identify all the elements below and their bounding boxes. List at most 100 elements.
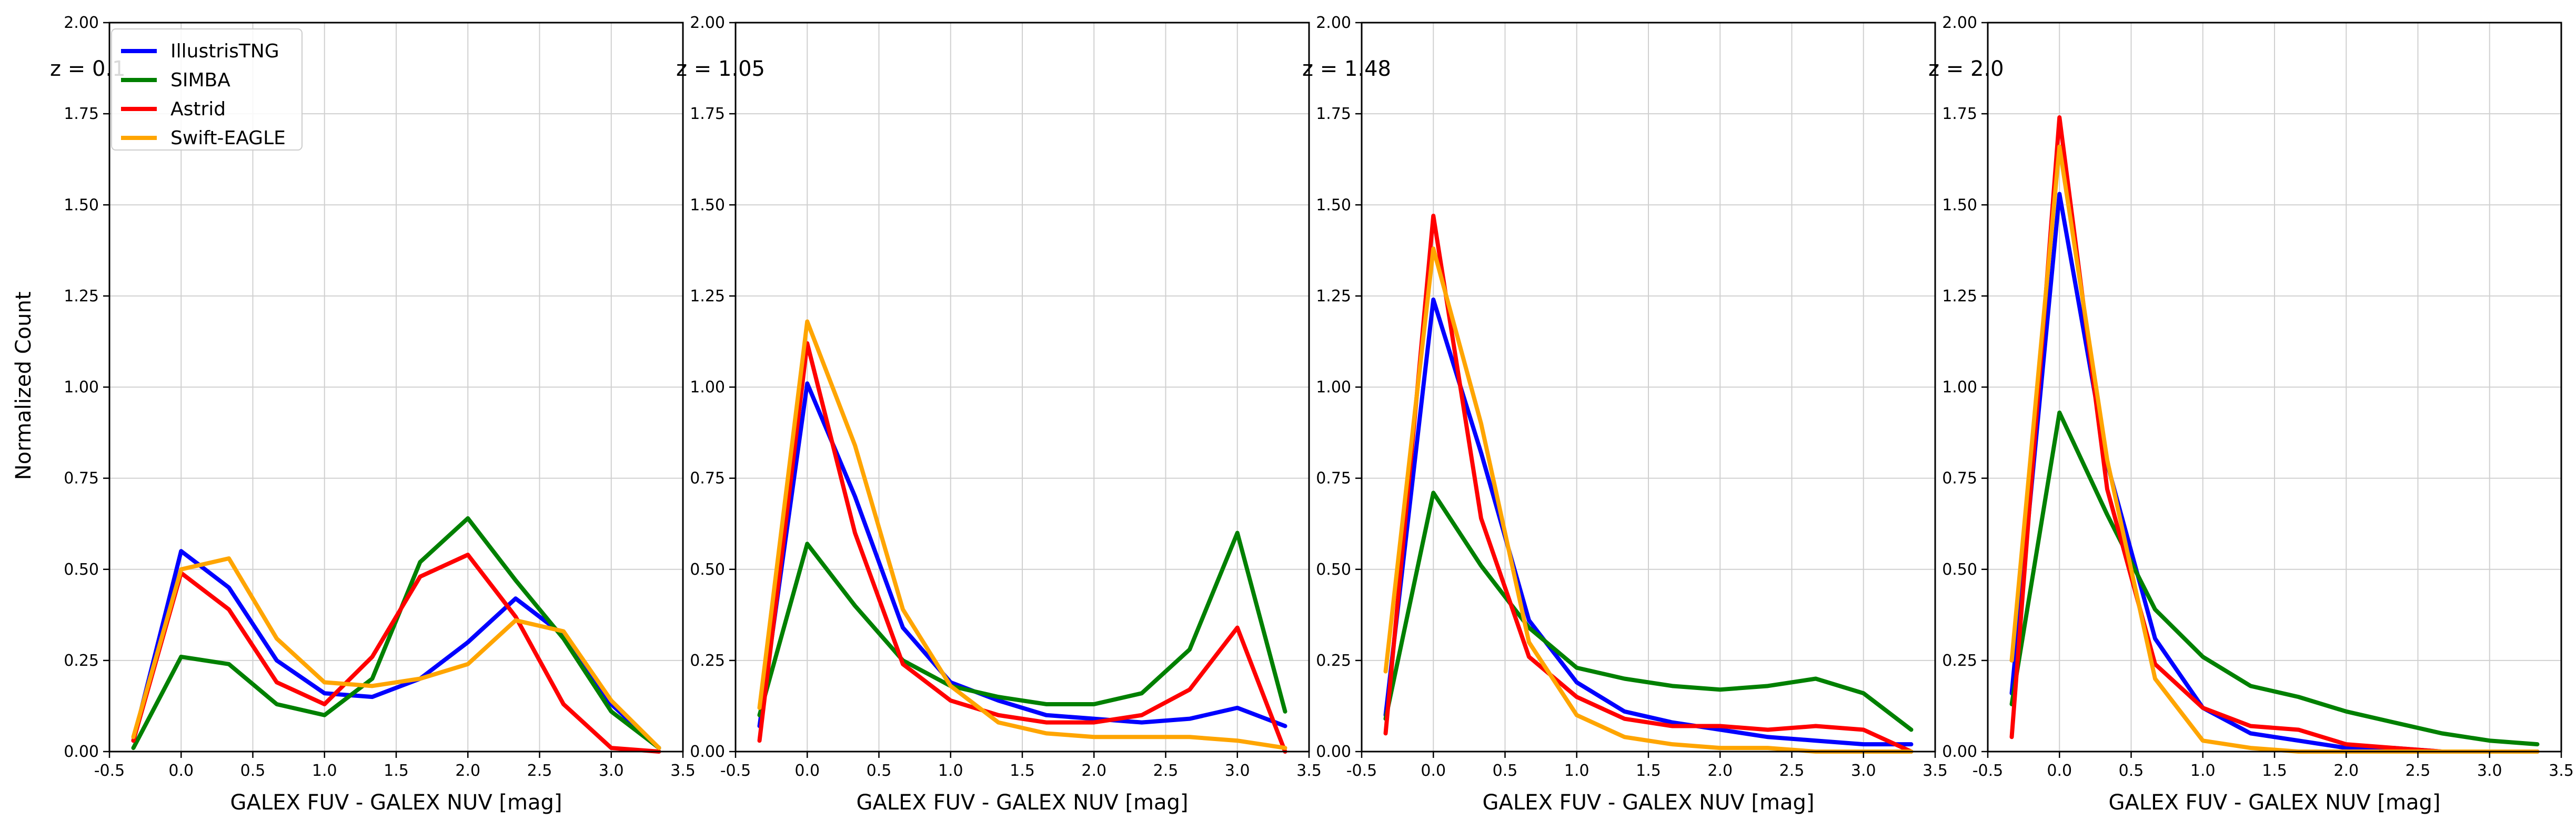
y-tick-label: 2.00 <box>64 14 99 32</box>
x-tick-label: 0.0 <box>168 762 194 780</box>
y-tick-label: 1.75 <box>1942 105 1977 123</box>
y-tick-label: 0.00 <box>690 743 725 761</box>
y-tick-label: 2.00 <box>690 14 725 32</box>
y-tick-label: 1.25 <box>1942 287 1977 305</box>
y-tick-label: 0.25 <box>1942 652 1977 670</box>
x-tick-label: 0.0 <box>1421 762 1446 780</box>
y-tick-label: 1.00 <box>690 378 725 397</box>
y-tick-label: 1.50 <box>64 196 99 214</box>
y-tick-label: 1.50 <box>1942 196 1977 214</box>
series-line-astrid <box>1383 214 1914 754</box>
y-tick-label: 0.50 <box>690 561 725 579</box>
panel-title: z = 1.48 <box>1302 57 1391 81</box>
y-tick-label: 1.75 <box>1316 105 1351 123</box>
x-tick-label: 2.5 <box>527 762 552 780</box>
x-tick-label: 1.0 <box>1564 762 1589 780</box>
y-tick-label: 1.00 <box>64 378 99 397</box>
y-tick-label: 0.25 <box>1316 652 1351 670</box>
y-tick-label: 1.25 <box>64 287 99 305</box>
series-line-simba <box>757 531 1287 717</box>
legend-label: Astrid <box>170 98 226 120</box>
x-tick-label: 1.5 <box>2262 762 2287 780</box>
panel-2: -0.5 0.0 0.5 1.0 1.5 2.0 2.5 3.0 3.5 0.00 0.25 0.50… <box>676 14 1322 815</box>
y-tick-label: 0.00 <box>1942 743 1977 761</box>
x-axis-label: GALEX FUV - GALEX NUV [mag] <box>2109 791 2441 815</box>
panel-title: z = 1.05 <box>676 57 765 81</box>
legend: IllustrisTNG SIMBA Astrid Swift-EAGLE <box>111 28 303 151</box>
y-tick-label: 0.25 <box>690 652 725 670</box>
y-tick-label: 2.00 <box>1942 14 1977 32</box>
x-tick-label: 2.0 <box>455 762 480 780</box>
y-tick-label: 0.50 <box>64 561 99 579</box>
y-tick-label: 0.00 <box>64 743 99 761</box>
x-tick-label: 1.0 <box>938 762 963 780</box>
legend-box <box>111 28 303 151</box>
x-tick-label: 0.5 <box>240 762 266 780</box>
x-tick-label: 3.0 <box>2477 762 2502 780</box>
y-tick-label: 1.50 <box>690 196 725 214</box>
y-axis-label: Normalized Count <box>12 292 36 480</box>
x-tick-label: 3.5 <box>2549 762 2574 780</box>
x-axis-label: GALEX FUV - GALEX NUV [mag] <box>230 791 562 815</box>
x-tick-label: -0.5 <box>720 762 751 780</box>
y-tick-label: 1.00 <box>1316 378 1351 397</box>
x-tick-label: 0.5 <box>1493 762 1518 780</box>
y-tick-label: 1.75 <box>64 105 99 123</box>
y-tick-label: 0.50 <box>1316 561 1351 579</box>
legend-label: Swift-EAGLE <box>170 127 286 149</box>
series-line-simba <box>1383 491 1914 732</box>
series-line-astrid <box>757 341 1287 754</box>
y-tick-label: 2.00 <box>1316 14 1351 32</box>
x-tick-label: -0.5 <box>94 762 125 780</box>
series-line-swift-eagle <box>131 556 661 751</box>
x-tick-label: 0.0 <box>2047 762 2072 780</box>
x-axis-label: GALEX FUV - GALEX NUV [mag] <box>857 791 1189 815</box>
x-tick-label: 2.0 <box>1707 762 1733 780</box>
x-tick-label: 0.5 <box>2119 762 2144 780</box>
x-tick-label: 3.5 <box>670 762 696 780</box>
x-tick-label: 2.0 <box>1081 762 1106 780</box>
legend-label: IllustrisTNG <box>170 41 279 62</box>
series-line-illustristng <box>757 381 1287 728</box>
y-tick-label: 0.75 <box>1316 469 1351 488</box>
x-tick-label: 1.5 <box>1010 762 1035 780</box>
x-tick-label: 1.5 <box>384 762 409 780</box>
x-tick-label: 3.0 <box>1225 762 1250 780</box>
y-tick-label: 1.75 <box>690 105 725 123</box>
legend-label: SIMBA <box>170 69 230 91</box>
x-tick-label: 2.0 <box>2333 762 2359 780</box>
y-tick-label: 1.50 <box>1316 196 1351 214</box>
x-tick-label: 2.5 <box>2406 762 2431 780</box>
x-tick-label: 2.5 <box>1153 762 1179 780</box>
y-tick-label: 0.25 <box>64 652 99 670</box>
x-tick-label: -0.5 <box>1346 762 1377 780</box>
y-tick-label: 0.75 <box>690 469 725 488</box>
y-tick-label: 1.00 <box>1942 378 1977 397</box>
x-tick-label: 1.0 <box>312 762 337 780</box>
series-line-swift-eagle <box>757 319 1287 751</box>
panel-3: -0.5 0.0 0.5 1.0 1.5 2.0 2.5 3.0 3.5 0.00 0.25 0.50… <box>1302 14 1948 815</box>
series-line-simba <box>2009 410 2540 747</box>
x-tick-label: 1.0 <box>2190 762 2216 780</box>
x-axis-label: GALEX FUV - GALEX NUV [mag] <box>1483 791 1815 815</box>
x-tick-label: 0.5 <box>867 762 892 780</box>
x-tick-label: -0.5 <box>1973 762 2004 780</box>
x-tick-label: 3.0 <box>1851 762 1876 780</box>
panels: -0.5 0.0 0.5 1.0 1.5 2.0 2.5 3.0 3.50.000.250.50… <box>50 14 2574 815</box>
x-tick-label: 3.5 <box>1923 762 1948 780</box>
x-tick-label: 1.5 <box>1636 762 1661 780</box>
y-tick-label: 1.25 <box>1316 287 1351 305</box>
y-tick-label: 0.75 <box>1942 469 1977 488</box>
series-line-astrid <box>131 553 661 754</box>
y-tick-label: 0.00 <box>1316 743 1351 761</box>
x-tick-label: 0.0 <box>794 762 820 780</box>
y-tick-label: 0.75 <box>64 469 99 488</box>
series-line-illustristng <box>1383 297 1914 747</box>
y-tick-label: 0.50 <box>1942 561 1977 579</box>
x-tick-label: 2.5 <box>1779 762 1805 780</box>
x-tick-label: 3.5 <box>1296 762 1322 780</box>
y-tick-label: 1.25 <box>690 287 725 305</box>
panel-4: -0.5 0.0 0.5 1.0 1.5 2.0 2.5 3.0 3.5 0.00 0.25 0.50… <box>1928 14 2574 815</box>
x-tick-label: 3.0 <box>599 762 624 780</box>
